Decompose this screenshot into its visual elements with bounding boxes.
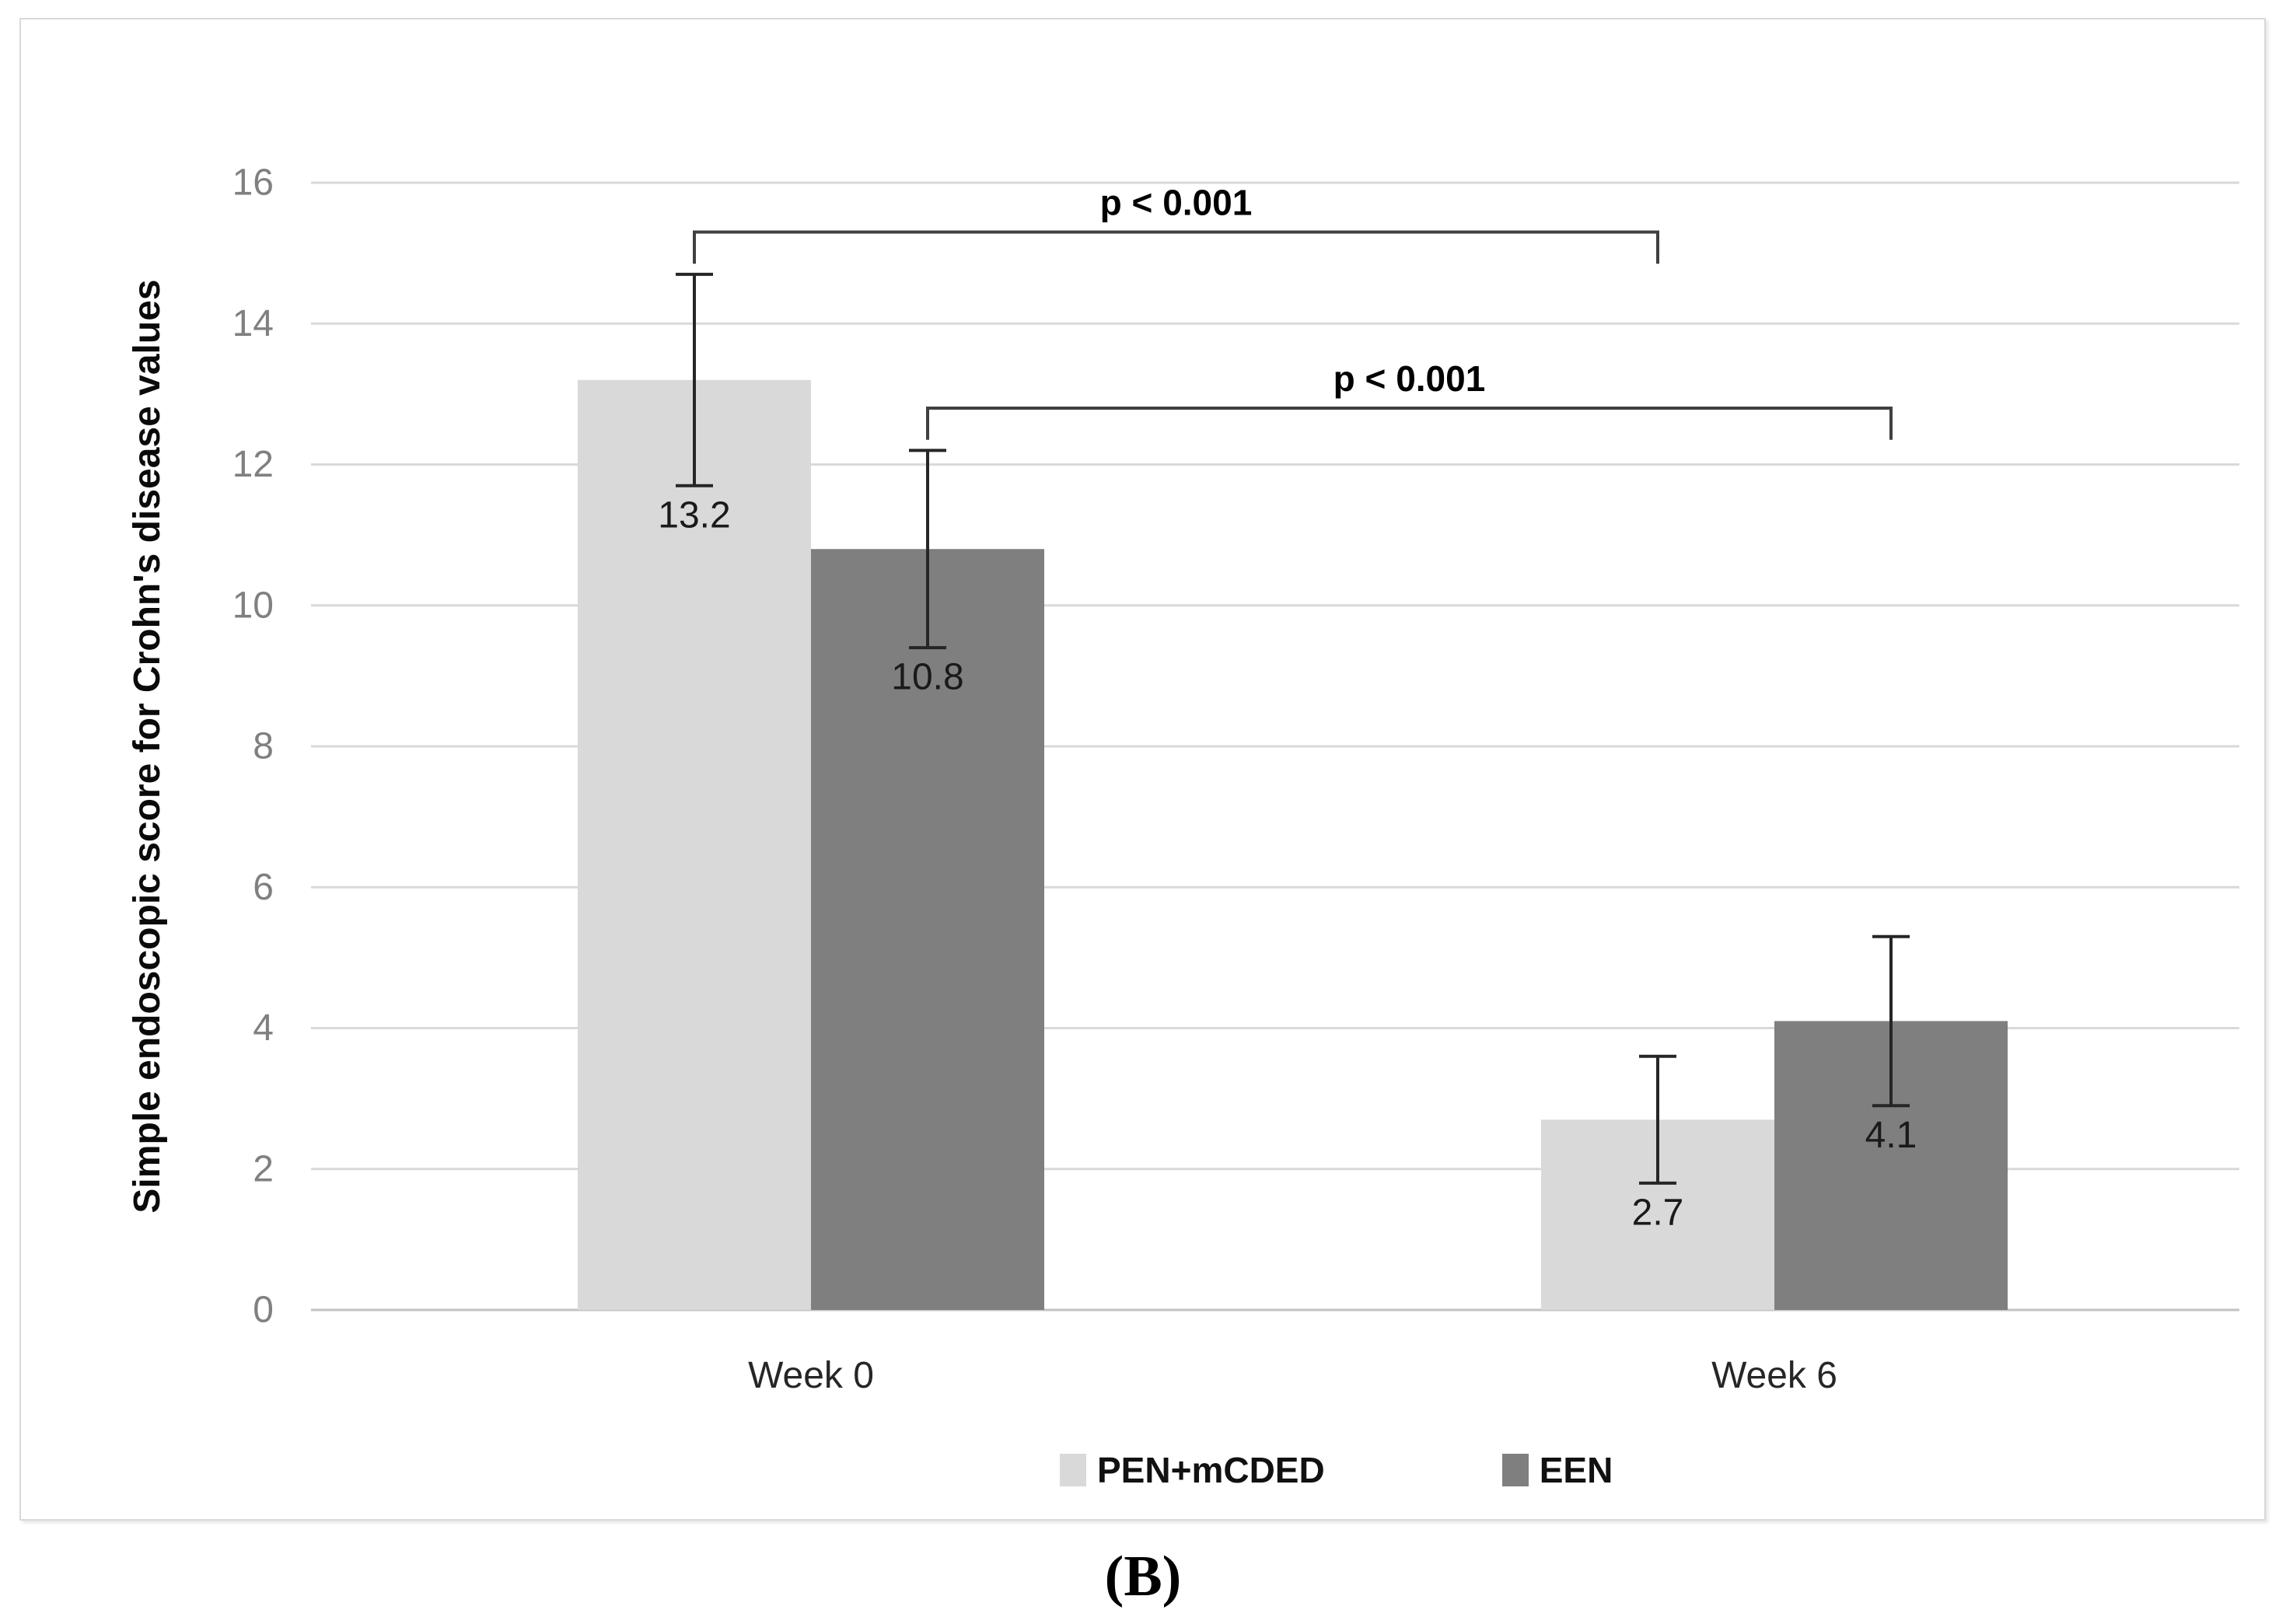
y-tick-label-0: 0 <box>253 1290 274 1331</box>
y-axis-title: Simple endoscopic score for Crohn's dise… <box>127 279 168 1213</box>
x-category-label-week-6: Week 6 <box>1711 1355 1837 1396</box>
y-tick-label-6: 6 <box>253 867 274 908</box>
value-label-een-week-6: 4.1 <box>1865 1115 1917 1156</box>
y-tick-label-12: 12 <box>232 444 274 485</box>
legend-entry-een: EEN <box>1501 1450 1613 1490</box>
legend-label-een: EEN <box>1539 1450 1613 1490</box>
p-value-label-een: p < 0.001 <box>1334 358 1486 399</box>
panel-caption: (B) <box>1104 1545 1182 1608</box>
legend-swatch-pen-mcded <box>1060 1454 1086 1486</box>
y-tick-label-8: 8 <box>253 726 274 767</box>
x-category-label-week-0: Week 0 <box>748 1355 874 1396</box>
value-label-pen-mcded-week-6: 2.7 <box>1632 1192 1684 1233</box>
y-tick-label-4: 4 <box>253 1008 274 1049</box>
p-value-label-pen-mcded: p < 0.001 <box>1100 182 1253 222</box>
value-label-een-week-0: 10.8 <box>891 657 963 698</box>
value-label-pen-mcded-week-0: 13.2 <box>658 494 730 536</box>
significance-bracket-pen-mcded <box>693 230 1659 264</box>
y-tick-label-2: 2 <box>253 1148 274 1189</box>
y-tick-label-14: 14 <box>232 303 274 344</box>
legend-entry-pen-mcded: PEN+mCDED <box>1060 1452 1325 1488</box>
y-tick-label-16: 16 <box>232 162 274 204</box>
legend-label-pen-mcded: PEN+mCDED <box>1097 1450 1325 1490</box>
bar-een-week-0 <box>811 549 1044 1310</box>
y-tick-label-10: 10 <box>232 585 274 626</box>
legend: PEN+mCDED EEN <box>1060 1452 1613 1488</box>
legend-swatch-een <box>1501 1454 1529 1486</box>
significance-bracket-een <box>926 407 1893 440</box>
bar-pen-mcded-week-0 <box>578 379 811 1310</box>
